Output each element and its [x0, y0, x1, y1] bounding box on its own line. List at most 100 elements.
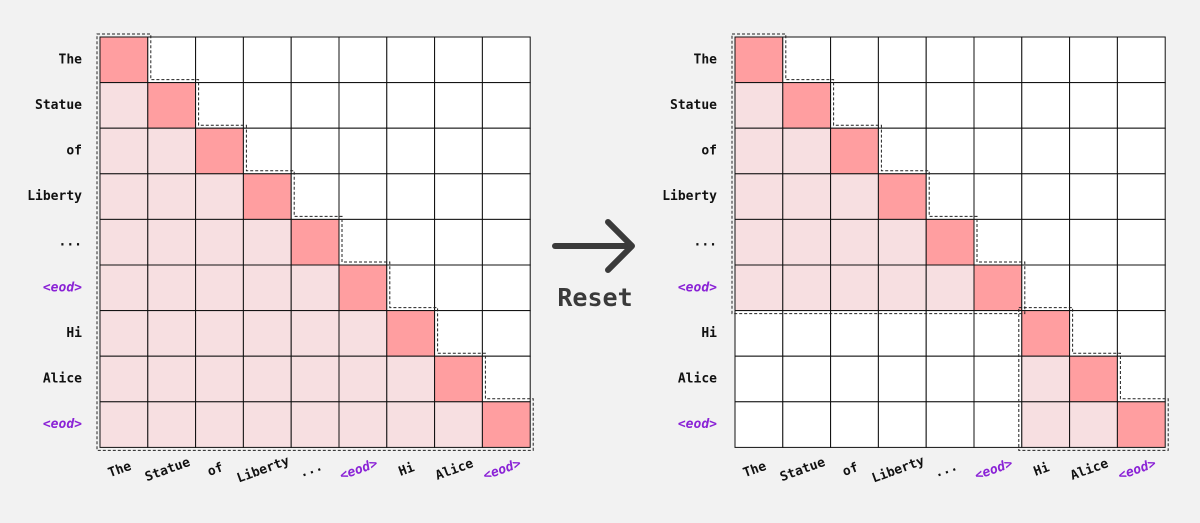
cell: [481, 127, 531, 175]
cell: [195, 401, 244, 448]
cell: [195, 36, 244, 84]
cell: [1116, 264, 1166, 312]
cell: [481, 310, 531, 357]
cell: [290, 218, 340, 266]
cell: [877, 264, 927, 312]
cell: [734, 218, 784, 266]
cell: [147, 82, 197, 129]
cell: [1021, 355, 1071, 403]
cell: [734, 36, 784, 84]
cell: [830, 36, 879, 84]
cell: [1116, 218, 1166, 266]
attention-grid: TheStatueofLiberty...<eod>HiAlice<eod>Th…: [27, 33, 534, 486]
cell: [195, 173, 244, 220]
cell: [1069, 355, 1118, 403]
cell: [290, 310, 340, 357]
cell: [386, 36, 436, 84]
cell: [1116, 355, 1166, 403]
cell: [147, 218, 197, 266]
cell: [877, 173, 927, 220]
cell: [925, 218, 975, 266]
cell: [877, 401, 927, 448]
cell: [481, 173, 531, 220]
cell: [1069, 218, 1118, 266]
cell: [386, 218, 436, 266]
cell: [973, 401, 1023, 448]
cell: [1021, 264, 1071, 312]
cell: [290, 82, 340, 129]
cell: [338, 401, 388, 448]
cell: [434, 82, 483, 129]
cell: [386, 355, 436, 403]
cell: [99, 310, 149, 357]
cell: [782, 355, 832, 403]
cell: [973, 264, 1023, 312]
cell: [242, 218, 292, 266]
cell: [1069, 264, 1118, 312]
column-label: Hi: [1032, 460, 1052, 480]
cell: [877, 218, 927, 266]
cell: [973, 36, 1023, 84]
cell: [434, 401, 483, 448]
cell: [338, 127, 388, 175]
cell: [195, 310, 244, 357]
cell: [877, 310, 927, 357]
cell: [386, 401, 436, 448]
cell: [1069, 127, 1118, 175]
cell: [830, 355, 879, 403]
cell: [925, 36, 975, 84]
cell: [242, 173, 292, 220]
cell: [195, 82, 244, 129]
cell: [99, 173, 149, 220]
column-label: of: [841, 460, 861, 479]
row-label: of: [701, 144, 717, 159]
cell: [782, 82, 832, 129]
cell: [99, 264, 149, 312]
cell: [386, 310, 436, 357]
cell: [830, 173, 879, 220]
cell: [99, 355, 149, 403]
cell: [830, 218, 879, 266]
row-label: <eod>: [43, 417, 82, 432]
cell: [290, 127, 340, 175]
cell: [925, 82, 975, 129]
cell: [1021, 310, 1071, 357]
cell: [1116, 310, 1166, 357]
document-outline: [96, 33, 534, 451]
row-label: The: [59, 52, 83, 67]
cell: [830, 127, 879, 175]
cell: [1021, 218, 1071, 266]
cell: [338, 82, 388, 129]
cell: [1021, 401, 1071, 448]
cell: [195, 127, 244, 175]
cell: [925, 310, 975, 357]
cell: [973, 355, 1023, 403]
cell: [386, 127, 436, 175]
attention-grid: TheStatueofLiberty...<eod>HiAlice<eod>Th…: [662, 33, 1169, 486]
cell: [782, 36, 832, 84]
cell: [481, 401, 531, 448]
row-label: Liberty: [662, 189, 717, 204]
cell: [734, 310, 784, 357]
cell: [782, 173, 832, 220]
cell: [973, 173, 1023, 220]
cell: [734, 264, 784, 312]
arrow-label: Reset: [557, 283, 632, 312]
column-label: of: [206, 460, 226, 479]
row-label: <eod>: [43, 280, 82, 295]
cell: [481, 218, 531, 266]
cell: [830, 264, 879, 312]
cell: [782, 401, 832, 448]
cell: [434, 173, 483, 220]
cell: [877, 82, 927, 129]
cell: [1116, 401, 1166, 448]
cell: [481, 264, 531, 312]
cell: [290, 173, 340, 220]
row-label: <eod>: [678, 280, 717, 295]
cell: [1069, 401, 1118, 448]
cell: [1021, 127, 1071, 175]
cell: [99, 401, 149, 448]
row-label: ...: [694, 235, 717, 250]
cell: [147, 173, 197, 220]
cell: [830, 310, 879, 357]
